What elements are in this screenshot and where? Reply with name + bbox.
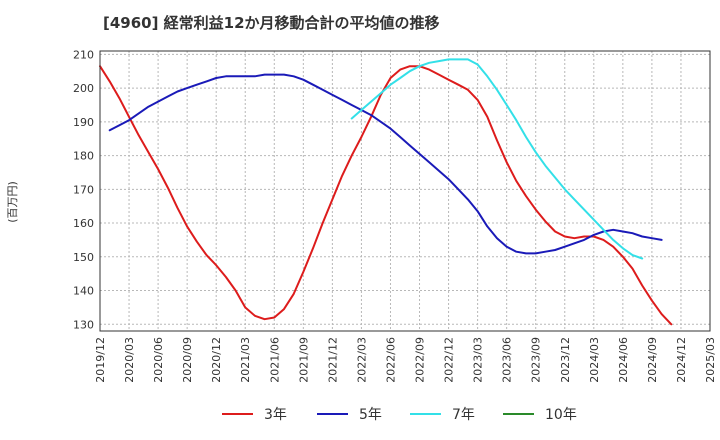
x-tick-label: 2023/03 xyxy=(472,337,485,383)
series-line-5年 xyxy=(108,73,663,255)
grid-layer xyxy=(99,51,711,331)
x-tick-label: 2023/09 xyxy=(530,337,543,383)
plot-frame xyxy=(99,50,711,332)
x-tick-label: 2022/06 xyxy=(384,337,397,383)
y-tick-label: 130 xyxy=(73,318,94,331)
chart-title: [4960] 経常利益12か月移動合計の平均値の推移 xyxy=(103,14,440,32)
legend-label: 7年 xyxy=(452,407,475,423)
x-tick-label: 2020/06 xyxy=(152,337,165,383)
series-line-7年 xyxy=(350,58,644,260)
x-tick-label: 2019/12 xyxy=(94,337,107,383)
y-tick-label: 180 xyxy=(73,150,94,163)
x-tick-label: 2022/09 xyxy=(414,337,427,383)
legend-item: 10年 xyxy=(503,407,577,423)
x-tick-label: 2023/06 xyxy=(501,337,514,383)
legend-label: 5年 xyxy=(359,407,382,423)
legend: 3年 5年 7年 10年 xyxy=(222,407,577,423)
y-tick-label: 170 xyxy=(73,183,94,196)
y-tick-label: 140 xyxy=(73,285,94,298)
x-tick-label: 2021/03 xyxy=(239,337,252,383)
x-tick-label: 2023/12 xyxy=(559,337,572,383)
series-line-3年 xyxy=(99,65,673,326)
x-tick-label: 2024/06 xyxy=(617,337,630,383)
x-tick-label: 2022/03 xyxy=(355,337,368,383)
legend-item: 3年 xyxy=(222,407,287,423)
y-tick-label: 190 xyxy=(73,116,94,129)
x-tick-label: 2020/03 xyxy=(123,337,136,383)
x-tick-label: 2021/12 xyxy=(326,337,339,383)
y-tick-label: 200 xyxy=(73,82,94,95)
legend-item: 5年 xyxy=(317,407,382,423)
x-tick-label: 2020/12 xyxy=(210,337,223,383)
x-tick-label: 2021/09 xyxy=(297,337,310,383)
x-tick-label: 2020/09 xyxy=(181,337,194,383)
y-tick-label: 210 xyxy=(73,48,94,61)
x-tick-label: 2025/03 xyxy=(704,337,717,383)
legend-item: 7年 xyxy=(410,407,475,423)
y-tick-label: 160 xyxy=(73,217,94,230)
x-tick-label: 2024/03 xyxy=(588,337,601,383)
x-tick-label: 2024/12 xyxy=(675,337,688,383)
legend-label: 3年 xyxy=(264,407,287,423)
legend-label: 10年 xyxy=(545,407,577,423)
x-tick-label: 2021/06 xyxy=(268,337,281,383)
y-tick-label: 150 xyxy=(73,251,94,264)
x-axis-ticks: 2019/12 2020/03 2020/06 2020/09 2020/12 2021/… xyxy=(94,337,717,383)
series-layer xyxy=(99,58,673,326)
y-axis-ticks: 130 140 150 160 170 180 190 200 210 xyxy=(73,48,94,331)
x-tick-label: 2022/12 xyxy=(443,337,456,383)
x-tick-label: 2024/09 xyxy=(646,337,659,383)
y-axis-label: (百万円) xyxy=(6,181,19,223)
